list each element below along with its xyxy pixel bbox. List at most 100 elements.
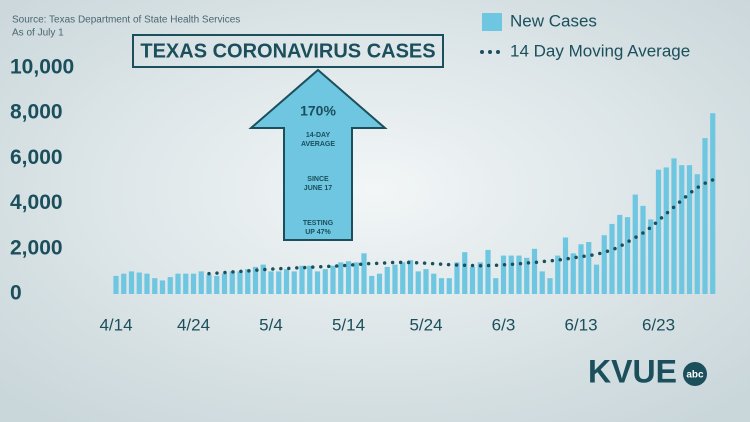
annotation: 170%: [300, 103, 336, 119]
bar: [624, 217, 631, 294]
bar: [593, 264, 600, 294]
bar: [369, 275, 375, 294]
chart-title: TEXAS CORONAVIRUS CASES: [140, 40, 435, 62]
bar: [578, 244, 584, 294]
bar: [632, 194, 638, 294]
bar: [121, 273, 127, 294]
logo-badge: [683, 362, 707, 386]
annotation: JUNE 17: [304, 185, 333, 192]
bar: [477, 262, 483, 294]
legend-swatch: [482, 13, 502, 31]
bar: [570, 253, 576, 294]
annotation: SINCE: [307, 176, 329, 183]
bar: [454, 262, 460, 294]
as-of: As of July 1: [12, 28, 64, 39]
bar: [345, 261, 352, 294]
bar: [702, 138, 708, 294]
bar: [206, 274, 212, 294]
bar: [423, 269, 429, 294]
bar: [245, 269, 251, 294]
bar: [183, 273, 189, 294]
bar: [710, 113, 716, 294]
bar: [376, 273, 383, 294]
x-tick-label: 6/13: [564, 315, 597, 334]
bar: [586, 242, 592, 294]
bar: [686, 165, 693, 294]
bar: [198, 271, 204, 294]
bar: [237, 271, 243, 294]
bar: [252, 266, 259, 294]
legend-label: 14 Day Moving Average: [510, 41, 690, 60]
bar: [531, 248, 538, 294]
x-tick-label: 4/14: [99, 315, 132, 334]
bar: [400, 262, 406, 294]
bar: [485, 249, 491, 294]
bar: [524, 257, 530, 294]
y-tick-label: 0: [10, 282, 22, 305]
bar: [175, 273, 181, 294]
moving-average-line: [207, 178, 715, 276]
y-tick-label: 4,000: [10, 191, 63, 214]
bar: [694, 174, 700, 294]
bar: [260, 264, 266, 294]
bar: [276, 271, 282, 294]
bar: [291, 271, 297, 294]
x-tick-label: 5/4: [259, 315, 283, 334]
bar: [601, 235, 607, 294]
bar: [221, 273, 228, 294]
y-tick-label: 8,000: [10, 101, 63, 124]
bar: [640, 205, 646, 294]
arrow: [248, 68, 388, 241]
bar: [663, 167, 669, 294]
bar: [229, 271, 235, 294]
bar: [167, 277, 173, 294]
bar: [392, 264, 398, 294]
x-tick-label: 6/3: [492, 315, 516, 334]
bar: [307, 265, 313, 294]
annotation: 14-DAY: [306, 132, 331, 139]
bar: [128, 271, 135, 294]
bar: [159, 280, 166, 294]
x-tick-label: 6/23: [642, 315, 675, 334]
bar: [190, 273, 197, 294]
bar: [283, 269, 290, 294]
x-tick-label: 4/24: [177, 315, 210, 334]
bar: [136, 272, 142, 294]
bar: [617, 214, 623, 294]
bar: [314, 271, 321, 294]
logo-badge-text: abc: [686, 370, 704, 381]
bar: [655, 169, 662, 294]
bar: [415, 271, 421, 294]
bar: [671, 158, 677, 294]
bar: [469, 266, 476, 294]
bar: [500, 255, 507, 294]
x-tick-label: 5/24: [409, 315, 442, 334]
bar: [648, 219, 654, 294]
bar: [384, 266, 390, 294]
bar: [299, 265, 305, 294]
bar: [446, 278, 452, 294]
bar: [214, 275, 220, 294]
bar: [555, 255, 561, 294]
title-box: [132, 34, 444, 68]
bar: [547, 278, 553, 294]
y-tick-label: 10,000: [10, 56, 74, 79]
legend-label: New Cases: [510, 11, 597, 30]
bar: [493, 278, 499, 294]
bar: [330, 265, 336, 294]
annotation: UP 47%: [305, 229, 331, 236]
bar: [338, 262, 344, 294]
bar: [361, 253, 367, 294]
bar: [562, 237, 569, 294]
bar: [462, 252, 468, 294]
source: Source: Texas Department of State Health…: [12, 15, 240, 26]
bar: [609, 223, 615, 294]
bar: [407, 260, 414, 294]
annotation: TESTING: [303, 220, 334, 227]
logo: KVUE: [588, 353, 677, 389]
bar: [539, 271, 545, 294]
bar: [438, 278, 445, 294]
bar: [508, 255, 514, 294]
